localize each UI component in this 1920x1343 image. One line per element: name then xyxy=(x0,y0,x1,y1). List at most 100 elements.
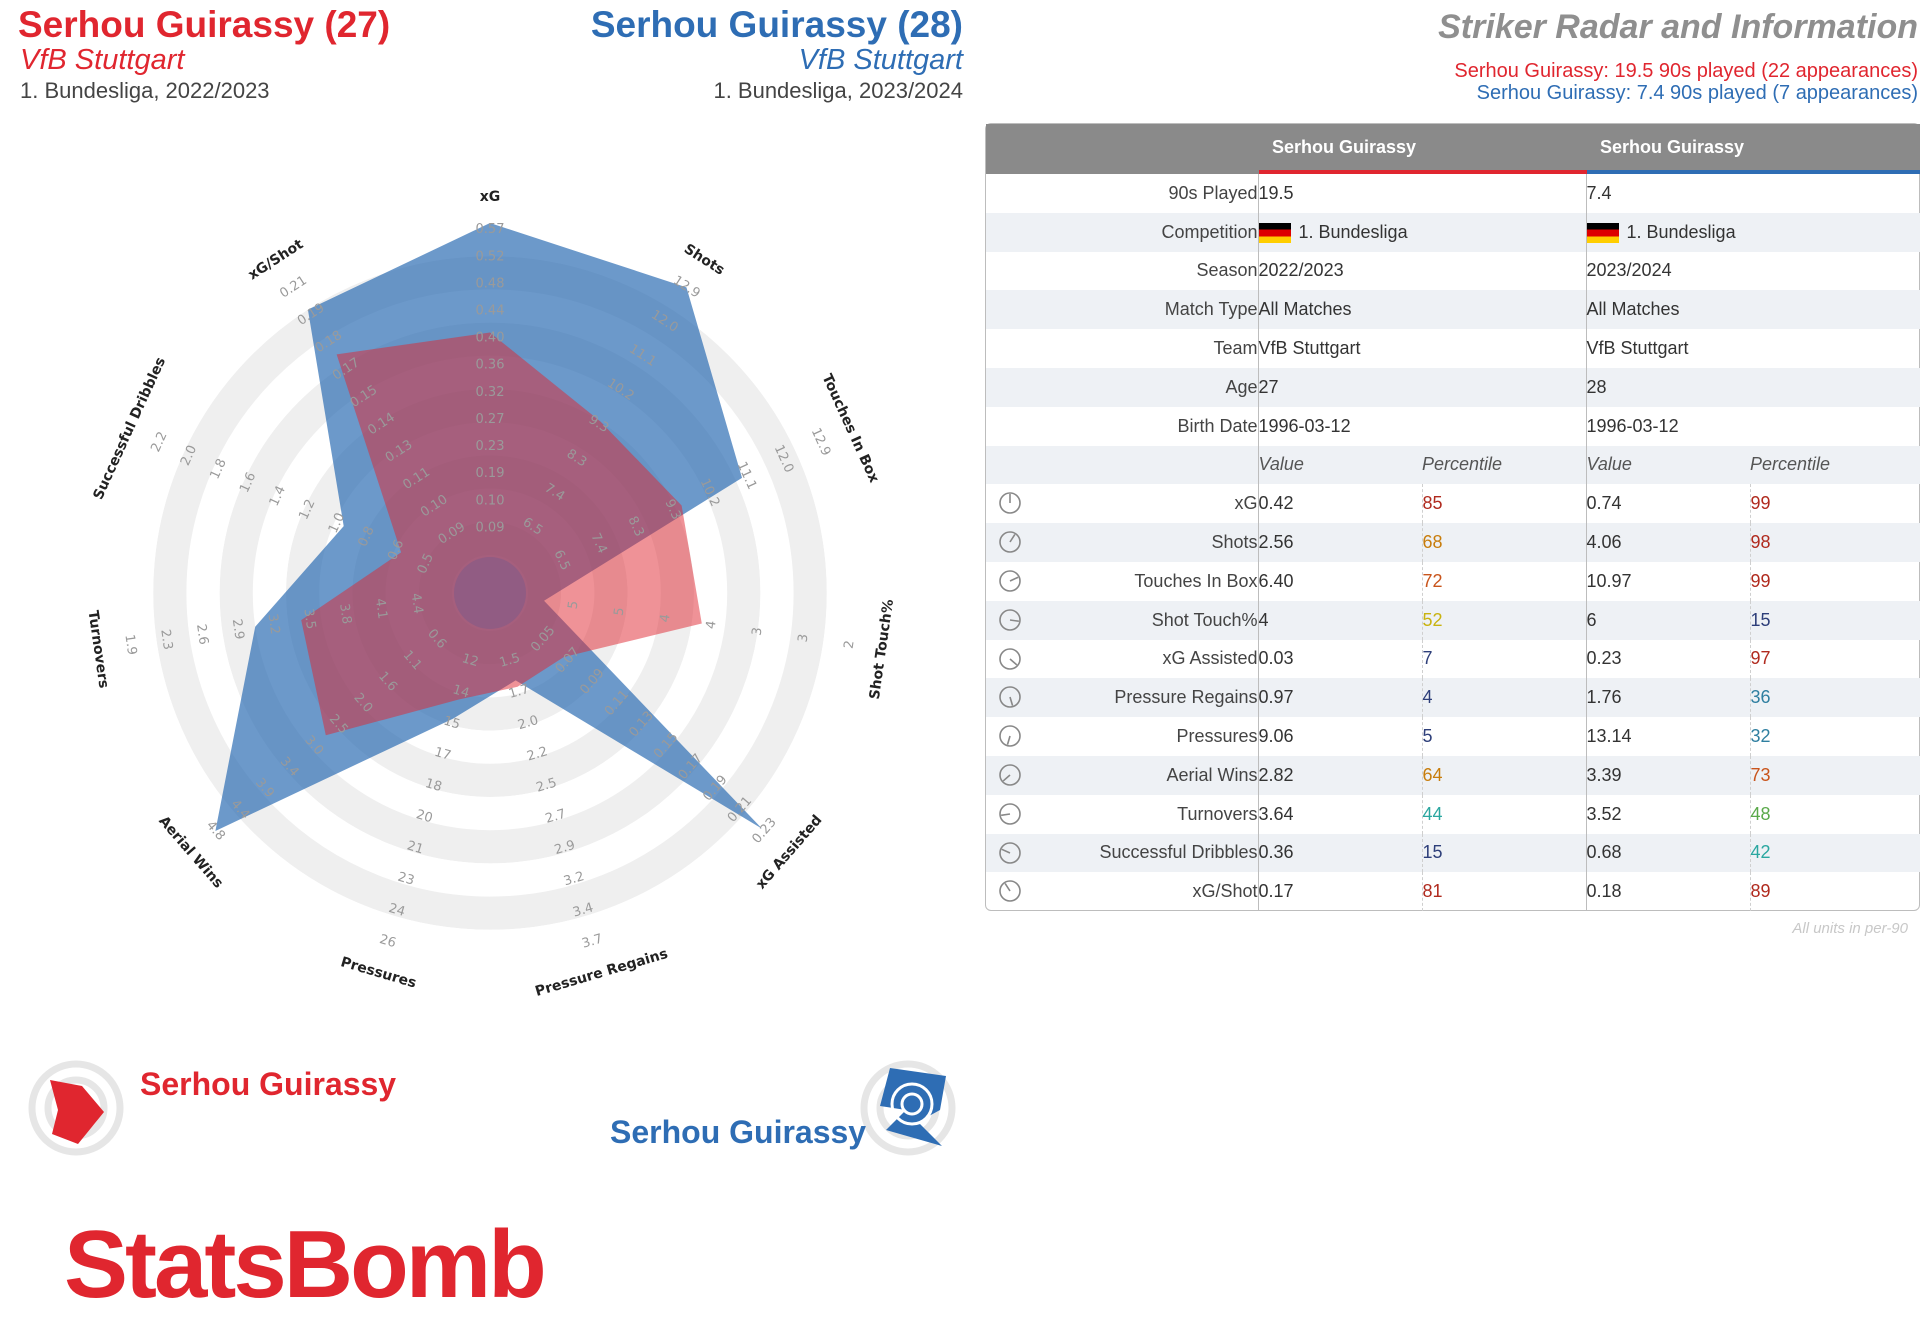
metric-row-label: Pressures xyxy=(986,717,1258,756)
radar-tick-label: 0.32 xyxy=(476,385,505,400)
metric-player2-percentile: 99 xyxy=(1749,484,1920,524)
table-header-label xyxy=(986,124,1258,174)
metric-subheader: Value Percentile Value Percentile xyxy=(986,445,1920,485)
radar-tick-label: 17 xyxy=(433,745,453,764)
metric-player1-value: 0.17 xyxy=(1257,872,1422,912)
gauge-icon xyxy=(999,880,1021,903)
info-row-player2-value: VfB Stuttgart xyxy=(1585,329,1920,368)
radar-tick-label: 26 xyxy=(378,932,398,951)
metric-player2-percentile: 42 xyxy=(1749,833,1920,873)
metric-row-label: xG Assisted xyxy=(986,640,1258,679)
player2-competition: 1. Bundesliga, 2023/2024 xyxy=(713,78,963,103)
metric-row: Touches In Box 6.40 72 10.97 99 xyxy=(986,561,1920,601)
radar-tick-label: 0.10 xyxy=(476,493,505,508)
metric-row: xG/Shot 0.17 81 0.18 89 xyxy=(986,872,1920,912)
metric-player2-value: 0.74 xyxy=(1585,484,1750,524)
metric-player2-percentile: 32 xyxy=(1749,717,1920,756)
radar-tick-label: 14 xyxy=(451,682,471,701)
radar-tick-label: 3.8 xyxy=(336,603,354,626)
metric-player2-percentile: 98 xyxy=(1749,523,1920,562)
radar-tick-label: 21 xyxy=(405,838,425,857)
metric-player2-value: 0.68 xyxy=(1585,833,1750,873)
info-row-player2-value: 2023/2024 xyxy=(1585,251,1920,291)
info-row-label: Season xyxy=(1196,260,1258,281)
info-row: Team VfB Stuttgart VfB Stuttgart xyxy=(986,329,1920,368)
subheader-percentile: Percentile xyxy=(1750,454,1831,475)
radar-tick-label: 0.52 xyxy=(476,249,505,264)
metric-player2-value: 6 xyxy=(1585,600,1750,640)
radar-tick-label: 12 xyxy=(460,651,480,670)
radar-tick-label: 2.9 xyxy=(553,838,577,858)
radar-axis-label: xG xyxy=(480,189,501,205)
radar-tick-label: 1.9 xyxy=(121,633,139,656)
info-row-player2-value: All Matches xyxy=(1585,290,1920,330)
radar-center xyxy=(454,557,526,629)
metric-player2-percentile: 48 xyxy=(1749,794,1920,834)
info-row-player2-value: 28 xyxy=(1585,367,1920,407)
radar-tick-label: 3 xyxy=(796,633,812,643)
radar-tick-label: 3.7 xyxy=(580,932,604,952)
metric-row: Shots 2.56 68 4.06 98 xyxy=(986,523,1920,562)
player2-title: Serhou Guirassy (28) xyxy=(590,4,963,45)
metric-row: Shot Touch% 4 52 6 15 xyxy=(986,600,1920,640)
radar-tick-label: 3.5 xyxy=(300,608,318,631)
player1-team: VfB Stuttgart xyxy=(20,44,185,76)
radar-series-player1 xyxy=(301,332,702,736)
metric-player1-percentile: 68 xyxy=(1421,523,1586,562)
radar-tick-label: 1.5 xyxy=(498,651,522,671)
metric-row: Successful Dribbles 0.36 15 0.68 42 xyxy=(986,833,1920,873)
radar-tick-label: 4 xyxy=(658,613,674,623)
metric-player2-value: 4.06 xyxy=(1585,523,1750,562)
metric-row-label: Shot Touch% xyxy=(986,601,1258,640)
radar-tick-label: 2.9 xyxy=(229,618,247,641)
radar-tick-label: 2.2 xyxy=(525,744,549,764)
subheader-value: Value xyxy=(1257,445,1422,485)
info-row-player2-value: 7.4 xyxy=(1585,172,1920,213)
player2-minutes: Serhou Guirassy: 7.4 90s played (7 appea… xyxy=(1476,82,1918,104)
info-row-label: Age xyxy=(1225,376,1258,397)
radar-tick-label: 2.5 xyxy=(535,775,559,795)
player2-legend-label: Serhou Guirassy xyxy=(610,1114,867,1150)
metric-player2-value: 3.39 xyxy=(1585,755,1750,795)
metric-player1-value: 0.97 xyxy=(1257,678,1422,718)
radar-tick-label: 5 xyxy=(566,600,582,610)
radar-tick-label: 0.44 xyxy=(476,303,505,318)
metric-row: Pressure Regains 0.97 4 1.76 36 xyxy=(986,678,1920,718)
metric-row: xG Assisted 0.03 7 0.23 97 xyxy=(986,639,1920,679)
radar-tick-label: 0.23 xyxy=(476,439,505,454)
germany-flag-icon xyxy=(1258,222,1291,243)
metric-player1-percentile: 64 xyxy=(1421,755,1586,795)
germany-flag-icon xyxy=(1586,222,1619,243)
table-header-player2: Serhou Guirassy xyxy=(1586,124,1920,174)
radar-tick-label: 0.48 xyxy=(476,276,505,291)
subheader-percentile: Percentile xyxy=(1422,454,1503,475)
metric-row: xG 0.42 85 0.74 99 xyxy=(986,484,1920,524)
radar-tick-label: 2 xyxy=(842,640,858,650)
gauge-icon xyxy=(999,531,1021,553)
player1-minutes: Serhou Guirassy: 19.5 90s played (22 app… xyxy=(1454,60,1918,82)
metric-row: Turnovers 3.64 44 3.52 48 xyxy=(986,794,1920,834)
radar-tick-label: 4 xyxy=(704,620,720,630)
metric-player2-percentile: 73 xyxy=(1749,755,1920,795)
info-table: Serhou Guirassy Serhou Guirassy 90s Play… xyxy=(986,124,1920,912)
info-row: Season 2022/2023 2023/2024 xyxy=(986,251,1920,291)
info-row-player1-value: 27 xyxy=(1257,367,1586,407)
info-row-player1-value: All Matches xyxy=(1257,290,1586,330)
radar-tick-label: 15 xyxy=(442,714,462,733)
info-row-player2-value: 1996-03-12 xyxy=(1585,406,1920,446)
radar-tick-label: 2.0 xyxy=(516,713,540,733)
radar-tick-label: 4.1 xyxy=(372,597,390,620)
metric-player1-value: 0.42 xyxy=(1257,484,1422,524)
info-row-player1-value: 1. Bundesliga xyxy=(1257,212,1586,252)
metric-row-label: Turnovers xyxy=(986,795,1258,834)
radar-tick-label: 4.4 xyxy=(408,592,426,615)
radar-axis-label: Turnovers xyxy=(85,609,112,689)
units-note: All units in per-90 xyxy=(1792,920,1908,937)
metric-player1-percentile: 44 xyxy=(1421,794,1586,834)
metric-player1-value: 6.40 xyxy=(1257,561,1422,601)
metric-player2-value: 10.97 xyxy=(1585,561,1750,601)
metric-player2-value: 1.76 xyxy=(1585,678,1750,718)
gauge-icon xyxy=(999,764,1021,786)
info-row-player2-value: 1. Bundesliga xyxy=(1585,212,1920,252)
statsbomb-logo: StatsBomb xyxy=(64,1211,547,1318)
